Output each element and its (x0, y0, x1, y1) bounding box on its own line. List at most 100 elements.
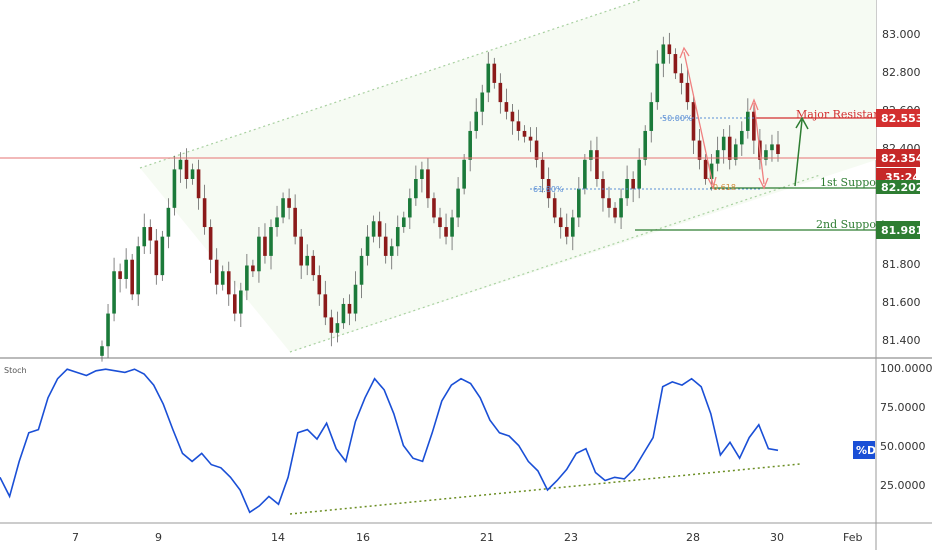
candle-body (311, 255, 316, 276)
candle-body (564, 227, 569, 237)
fib-label-618: 61.80% (533, 185, 564, 194)
second-support-badge (876, 221, 920, 239)
time-tick: Feb (843, 531, 862, 544)
candle-body (691, 102, 696, 141)
stoch-legend-text: %D (856, 444, 876, 457)
candle-body (118, 271, 122, 279)
candle-body (124, 259, 128, 279)
price-tick: 81.800 (882, 258, 921, 271)
candle-body (570, 217, 575, 237)
stoch-tick: 50.0000 (880, 440, 926, 453)
stoch-trendline (289, 463, 801, 515)
candle-body (383, 236, 388, 256)
candle-body (770, 144, 774, 151)
candle-body (178, 159, 183, 170)
candle-body (703, 159, 708, 179)
candle-body (359, 255, 364, 285)
pattern-arrow-top-2 (749, 98, 759, 111)
candle-body (148, 227, 153, 241)
candle-body (486, 63, 491, 93)
candle-body (142, 227, 147, 247)
candle-body (160, 236, 165, 276)
candle-body (480, 92, 485, 112)
candle-body (697, 140, 702, 160)
time-tick: 9 (155, 531, 162, 544)
candle-body (232, 294, 237, 314)
candle-body (667, 44, 672, 55)
candle-body (679, 73, 684, 83)
candle-body (420, 169, 424, 179)
candle-body (733, 144, 738, 160)
candle-body (112, 271, 116, 314)
candle-body (552, 198, 557, 218)
second-support-badge-text: 81.981 (881, 224, 923, 237)
candle-body (504, 102, 509, 112)
candle-body (401, 217, 406, 228)
time-tick: 21 (480, 531, 494, 544)
candle-body (619, 198, 623, 218)
candle-body (709, 163, 714, 179)
candle-body (130, 259, 134, 295)
pattern-arrow-down-1 (683, 51, 714, 186)
candle-body (414, 179, 418, 199)
candle-body (631, 179, 635, 189)
candle-body (106, 313, 110, 347)
resistance-badge (876, 109, 920, 127)
candle-body (257, 236, 261, 272)
candle-body (299, 236, 303, 266)
candle-body (395, 227, 400, 247)
candle-body (655, 63, 660, 103)
stoch-legend-badge (853, 441, 875, 459)
candle-body (685, 82, 690, 103)
time-tick: 30 (770, 531, 784, 544)
candle-body (305, 255, 310, 266)
candle-body (522, 130, 527, 137)
candle-body (389, 246, 394, 256)
candle-body (492, 63, 497, 83)
candle-body (202, 198, 207, 228)
bullish-arrow-head (795, 116, 809, 130)
candle-body (371, 221, 376, 237)
stoch-title: Stoch (4, 366, 27, 375)
price-tick: 83.000 (882, 28, 921, 41)
fib-label-0618: 0.618 (713, 183, 736, 192)
stoch-axis: 100.0000 75.0000 50.0000 25.0000 (880, 362, 932, 492)
candle-body (100, 346, 104, 356)
first-support-badge-text: 82.202 (881, 181, 923, 194)
candle-body (661, 44, 666, 64)
candle-body (498, 82, 503, 103)
candle-body (595, 150, 599, 179)
candle-body (613, 207, 617, 218)
pattern-arrow-up-1 (679, 46, 690, 59)
price-tick: 81.400 (882, 334, 921, 347)
candle-body (432, 198, 436, 218)
candle-body (637, 159, 641, 189)
candle-body (196, 169, 201, 199)
candle-body (438, 217, 442, 228)
candle-body (577, 188, 581, 218)
candle-body (673, 54, 678, 74)
candle-body (208, 227, 213, 260)
candle-body (251, 265, 255, 272)
candle-body (583, 159, 587, 189)
candle-body (752, 111, 756, 141)
candle-body (239, 290, 243, 314)
stoch-tick: 100.0000 (880, 362, 932, 375)
candle-body (764, 150, 768, 160)
current-price-badge (876, 149, 920, 167)
candle-body (136, 246, 141, 295)
candle-body (649, 102, 654, 131)
first-support-badge (876, 180, 920, 194)
stoch-tick: 25.0000 (880, 479, 926, 492)
candle-body (528, 136, 533, 141)
candle-body (347, 303, 352, 314)
candle-body (643, 130, 648, 160)
candle-body (184, 159, 189, 179)
candle-body (450, 217, 454, 237)
candle-body (721, 136, 726, 151)
candle-body (534, 140, 539, 160)
current-price-badge-text: 82.354 (881, 152, 924, 165)
major-resistance-label: Major Resistance (796, 108, 893, 121)
candle-body (317, 275, 322, 295)
channel-lower-line (289, 174, 821, 353)
